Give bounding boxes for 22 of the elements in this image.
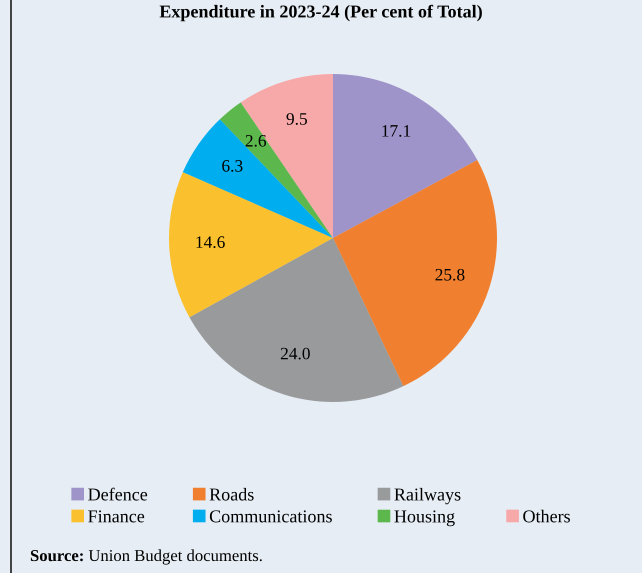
legend-label: Communications [210,510,332,522]
legend-label: Finance [88,510,144,522]
legend-label: Others [523,510,570,522]
source-note: Source: Union Budget documents. [30,549,262,565]
chart-title: Expenditure in 2023-24 (Per cent of Total) [160,4,482,22]
pie-slice [333,74,478,238]
legend-label: Railways [394,488,460,504]
data-label: 17.1 [382,125,410,137]
pie-slice [189,238,404,402]
data-label: 2.6 [246,134,266,147]
data-label: 25.8 [435,268,464,281]
data-label: 9.5 [286,113,307,125]
pie-slice [333,160,497,386]
legend-label: Roads [210,488,254,501]
data-label: 6.3 [222,160,242,172]
data-label: 24.0 [280,348,310,360]
legend-label: Defence [88,488,148,501]
pie-slice [240,74,333,238]
pie-slice [220,102,333,238]
pie-slice [169,172,333,318]
data-label: 14.6 [196,236,225,248]
legend-label: Housing [394,510,455,526]
